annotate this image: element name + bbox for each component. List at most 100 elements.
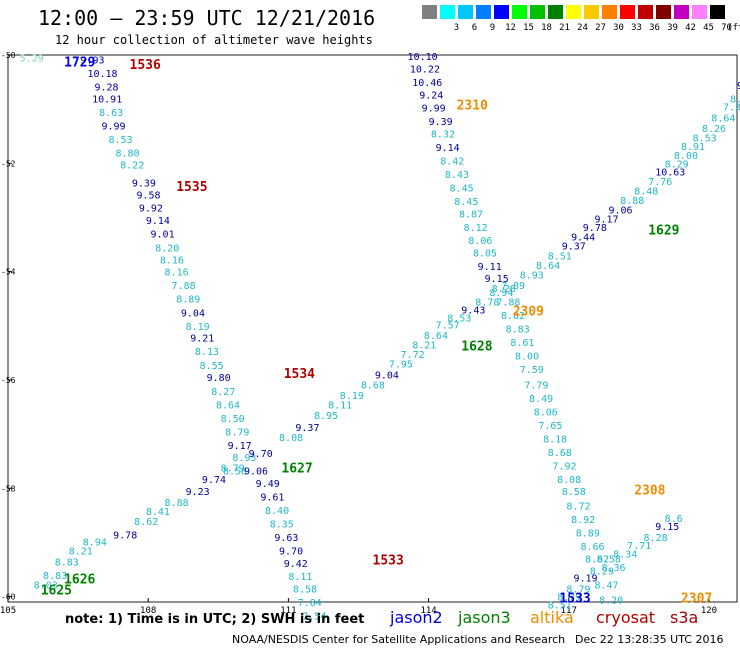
wave-height-value: 8.50 (221, 414, 245, 425)
wave-height-value: 8.08 (557, 475, 581, 486)
legend-swatch (638, 5, 653, 19)
wave-height-value: 8.88 (620, 196, 644, 207)
wave-height-value: 8.62 (134, 517, 158, 528)
wave-height-value: 8.29 (665, 159, 689, 170)
wave-height-value: 9.06 (244, 466, 268, 477)
satellite-name-jason3: jason3 (458, 608, 511, 627)
wave-height-value: 9.37 (562, 242, 586, 253)
wave-height-value: 10.10 (408, 52, 438, 63)
legend-swatch (656, 5, 671, 19)
wave-height-value: 8.58 (597, 555, 621, 566)
wave-height-value: 8.11 (288, 572, 312, 583)
wave-height-value: 8.58 (293, 584, 317, 595)
pass-id-label: 1729 (64, 55, 95, 70)
legend-label: 3 (453, 23, 460, 33)
legend-label: 70 (721, 23, 732, 33)
wave-height-value: 7.79 (524, 380, 548, 391)
wave-height-value: 9.70 (279, 547, 303, 558)
wave-height-value: 9.74 (202, 475, 226, 486)
wave-height-value: 9.04 (375, 371, 399, 382)
wave-height-value: 8.87 (459, 210, 483, 221)
wave-height-value: 8.79 (221, 464, 245, 475)
wave-height-value: 8.58 (223, 466, 247, 477)
pass-id-label: 2309 (513, 305, 544, 320)
wave-height-value: 9.43 (461, 306, 485, 317)
wave-height-value: 8.78 (475, 297, 499, 308)
chart-title: 12:00 – 23:59 UTC 12/21/2016 (38, 6, 376, 30)
wave-height-value: 9.39 (429, 117, 453, 128)
wave-height-value: 8.62 (585, 555, 609, 566)
legend-label: 6 (471, 23, 478, 33)
wave-height-value: 9.24 (419, 91, 443, 102)
wave-height-value: 9.21 (190, 334, 214, 345)
wave-height-value: 8.51 (548, 601, 572, 612)
legend-label: 18 (541, 23, 552, 33)
wave-height-value: 7.92 (552, 462, 576, 473)
wave-height-value: 8.28 (492, 284, 516, 295)
legend-label: 27 (595, 23, 606, 33)
satellite-name-jason2: jason2 (390, 608, 443, 627)
legend-swatch (494, 5, 509, 19)
wave-height-value: 8.64 (711, 113, 735, 124)
wave-height-value: 8.66 (580, 542, 604, 553)
wave-height-value: 8.83 (55, 557, 79, 568)
legend-swatch (710, 5, 725, 19)
pass-id-label: 2308 (634, 483, 665, 498)
wave-height-value: 8.64 (424, 331, 448, 342)
lon-tick-label: 114 (420, 606, 436, 616)
wave-height-value: 8.93 (520, 270, 544, 281)
wave-height-value: 8.79 (557, 593, 581, 604)
wave-height-value: 9.15 (655, 522, 679, 533)
wave-height-value: 9.93 (80, 55, 104, 66)
lon-tick-label: 111 (280, 606, 296, 616)
wave-height-value: 7.88 (172, 281, 196, 292)
wave-height-value: 7.95 (389, 360, 413, 371)
wave-height-value: 10.63 (655, 167, 685, 178)
satellite-name-cryosat: cryosat (596, 608, 656, 627)
wave-height-value: 8.64 (536, 261, 560, 272)
axis-ticks: 105 108 111 114 117 120 -50 -52 -54 -56 -58 -60 (0, 51, 717, 616)
wave-height-value: 9.8 (737, 81, 740, 92)
wave-height-value: 8.43 (445, 170, 469, 181)
wave-height-value: 8.08 (279, 433, 303, 444)
wave-height-value: 8.53 (108, 135, 132, 146)
lat-tick-label: -58 (1, 484, 16, 493)
pass-id-label: 1626 (64, 573, 95, 588)
wave-height-value: 7.57 (436, 321, 460, 332)
wave-height-value: 8.63 (99, 108, 123, 119)
wave-height-value: 8.20 (155, 243, 179, 254)
pass-id-label: 1533 (559, 592, 590, 607)
wave-height-value: 8.94 (489, 288, 513, 299)
wave-height-value: 5.29 (20, 54, 44, 65)
wave-height-value: 8.26 (702, 124, 726, 135)
wave-height-value: 8.06 (534, 407, 558, 418)
legend-label: 24 (577, 23, 588, 33)
wave-height-value: 7.34 (723, 102, 740, 113)
legend-swatch (476, 5, 491, 19)
legend-label: 39 (667, 23, 678, 33)
wave-height-value: 10.46 (412, 78, 442, 89)
wave-height-value: 9.15 (485, 274, 509, 285)
wave-height-value: 8.88 (165, 498, 189, 509)
wave-height-value: 8.13 (195, 347, 219, 358)
wave-height-value: 8.40 (265, 506, 289, 517)
wave-height-value: 8.48 (634, 186, 658, 197)
wave-height-value: 8.03 (34, 581, 58, 592)
satellite-name-s3a: s3a (670, 608, 699, 627)
wave-height-value: 9.99 (422, 104, 446, 115)
wave-height-value: 8.00 (515, 352, 539, 363)
pass-id-label: 1628 (461, 340, 492, 355)
wave-height-value: 9.01 (151, 230, 175, 241)
wave-height-value: 8.53 (447, 314, 471, 325)
wave-height-value: 9.37 (295, 423, 319, 434)
wave-height-value: 8.42 (440, 157, 464, 168)
wave-height-value: 9.78 (583, 223, 607, 234)
legend-swatch (440, 5, 455, 19)
lon-tick-label: 105 (0, 606, 16, 616)
legend-swatch (422, 5, 437, 19)
wave-height-value: 8.61 (510, 338, 534, 349)
legend-label: 30 (613, 23, 624, 33)
wave-height-value: 8.51 (548, 251, 572, 262)
satellite-name-altika: altika (530, 608, 574, 627)
